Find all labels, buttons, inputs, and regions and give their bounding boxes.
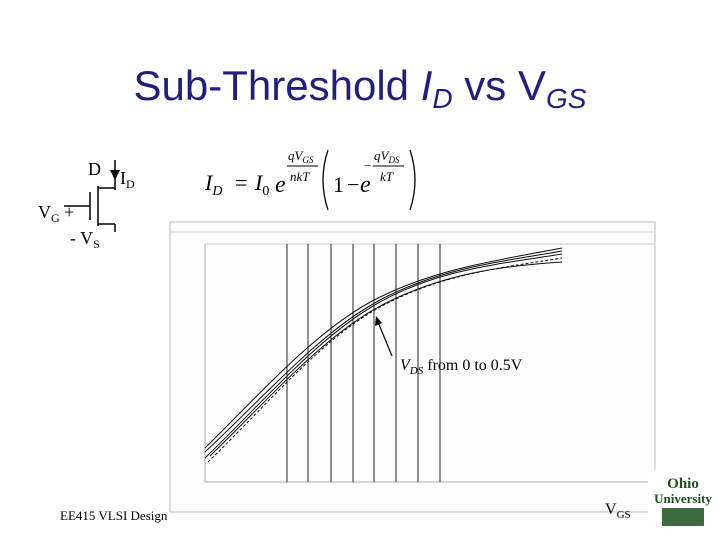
curves [204,247,563,463]
eq-lhs: ID [204,170,222,199]
annotation-part: V [400,357,412,374]
label-part: GS [617,509,631,521]
eq-part: I [204,170,214,195]
footer: EE415 VLSI Design [60,508,168,523]
label-part: G [51,211,60,225]
label-part: I [120,168,126,188]
curve [209,261,563,457]
plot: VDS from 0 to 0.5V [169,221,656,513]
eq-part: 1 [333,172,344,197]
eq-sign: − [364,158,371,173]
arrowhead [375,316,382,326]
gate-label: VG + [38,202,74,225]
title-part: D [432,83,452,114]
eq-den: kT [380,169,394,184]
eq-exp-base: e [360,172,371,198]
eq-part: GS [302,155,313,165]
title-part: Sub-Threshold [134,62,421,109]
curve [204,253,563,459]
paren [322,149,329,211]
logo-text: Ohio [667,476,699,492]
label-part: V [38,202,51,222]
annotation-part: DS [409,365,424,377]
eq-part: D [211,184,222,199]
x-axis-label: VGS [605,501,631,521]
plot-frame [169,221,656,513]
circuit: D ID VG + - VS [38,159,135,251]
logo-seal [662,508,704,526]
eq-part: I [254,170,264,195]
annotation-part: from 0 to 0.5V [423,357,523,374]
label-part: + [60,202,75,222]
eq-equals: = [235,170,247,195]
eq-den: nkT [290,169,310,184]
current-arrow [110,170,120,180]
eq-part: qV [374,148,391,163]
drain-label: D [88,159,101,179]
title-part: I [421,62,433,109]
annotation-arrow [377,321,393,357]
eq-part: DS [387,155,399,165]
slide-title: Sub-Threshold ID vs VGS [134,62,587,114]
logo-text: University [654,491,712,506]
eq-num: qVDS [374,148,400,165]
label-part: D [126,177,135,191]
label-part: - V [70,228,93,248]
eq-num: qVGS [288,148,314,165]
eq-part: 0 [262,184,269,199]
title-part: vs V [453,62,546,109]
label-part: S [93,237,100,251]
grid-lines [286,244,441,482]
eq-part: − [347,172,359,197]
eq-bracket: 1− [333,172,359,197]
label-part: V [605,501,617,518]
annotation: VDS from 0 to 0.5V [400,357,523,377]
paren [409,149,416,211]
title-part: GS [546,83,587,114]
source-label: - VS [70,228,100,251]
eq-exp-base: e [275,172,286,198]
current-label: ID [120,168,135,191]
eq-part: qV [288,148,305,163]
curve [204,247,563,449]
logo: Ohio University [648,470,718,534]
eq-prefactor: I0 [254,170,269,199]
equation: ID = I0 e qVGS nkT 1− e − qVDS kT [204,148,416,211]
curve [204,250,563,453]
